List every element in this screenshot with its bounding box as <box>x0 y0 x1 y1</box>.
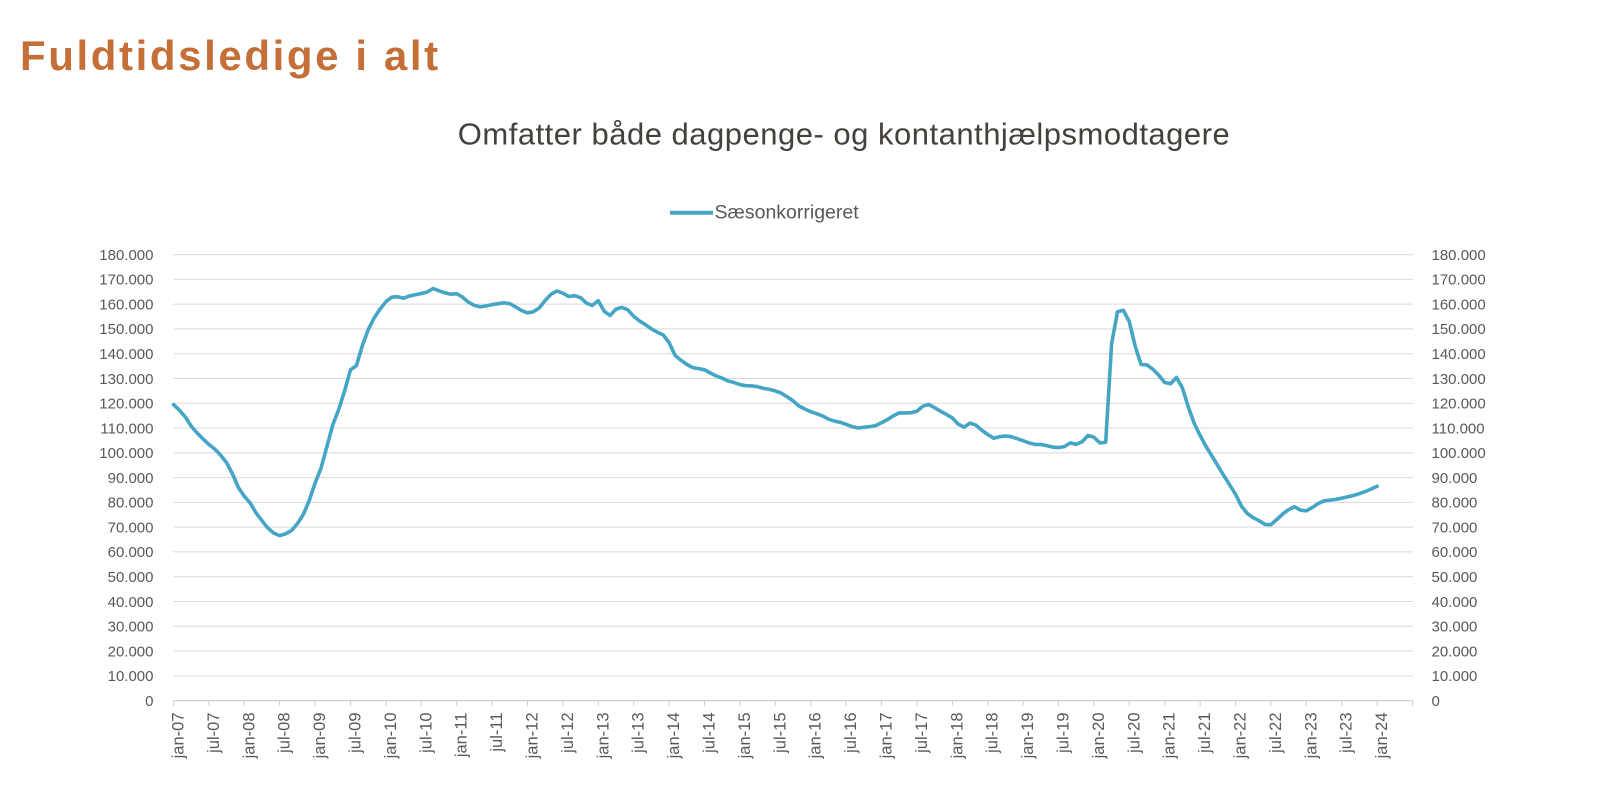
svg-text:jul-17: jul-17 <box>913 713 931 754</box>
svg-text:140.000: 140.000 <box>99 346 153 363</box>
svg-text:jul-16: jul-16 <box>842 713 860 754</box>
svg-text:jul-09: jul-09 <box>347 713 365 754</box>
svg-text:50.000: 50.000 <box>108 569 154 586</box>
svg-text:jul-07: jul-07 <box>205 713 223 754</box>
svg-text:10.000: 10.000 <box>1432 668 1478 685</box>
svg-text:160.000: 160.000 <box>1432 297 1486 314</box>
svg-text:jul-15: jul-15 <box>771 713 789 754</box>
svg-text:jan-10: jan-10 <box>382 713 400 760</box>
svg-text:0: 0 <box>1432 693 1440 710</box>
svg-text:jan-22: jan-22 <box>1232 713 1250 760</box>
svg-text:130.000: 130.000 <box>1432 371 1486 388</box>
svg-text:jan-21: jan-21 <box>1161 713 1179 760</box>
svg-text:160.000: 160.000 <box>99 297 153 314</box>
svg-text:50.000: 50.000 <box>1432 569 1478 586</box>
svg-text:150.000: 150.000 <box>99 321 153 338</box>
svg-text:jan-19: jan-19 <box>1019 713 1037 760</box>
svg-text:jan-20: jan-20 <box>1090 713 1108 760</box>
svg-text:20.000: 20.000 <box>108 643 154 660</box>
svg-text:Sæsonkorrigeret: Sæsonkorrigeret <box>715 202 860 224</box>
svg-text:jul-20: jul-20 <box>1125 713 1143 754</box>
svg-text:30.000: 30.000 <box>108 619 154 636</box>
svg-text:jul-14: jul-14 <box>701 713 719 754</box>
svg-text:150.000: 150.000 <box>1432 321 1486 338</box>
svg-text:90.000: 90.000 <box>108 470 154 487</box>
svg-text:jan-09: jan-09 <box>311 713 329 760</box>
svg-text:40.000: 40.000 <box>108 594 154 611</box>
svg-text:Omfatter både dagpenge- og kon: Omfatter både dagpenge- og kontanthjælps… <box>458 117 1230 152</box>
svg-text:Fuldtidsledige i alt: Fuldtidsledige i alt <box>20 32 441 79</box>
svg-text:jul-12: jul-12 <box>559 713 577 754</box>
svg-text:jan-12: jan-12 <box>524 713 542 760</box>
svg-text:jan-24: jan-24 <box>1373 713 1391 760</box>
svg-text:jan-11: jan-11 <box>453 713 471 759</box>
svg-text:20.000: 20.000 <box>1432 643 1478 660</box>
svg-text:60.000: 60.000 <box>108 544 154 561</box>
svg-text:jul-13: jul-13 <box>630 713 648 754</box>
svg-text:10.000: 10.000 <box>108 668 154 685</box>
svg-text:jul-21: jul-21 <box>1196 713 1214 754</box>
svg-text:170.000: 170.000 <box>1432 272 1486 289</box>
svg-text:jan-13: jan-13 <box>594 713 612 760</box>
svg-text:jan-08: jan-08 <box>240 713 258 760</box>
svg-text:30.000: 30.000 <box>1432 619 1478 636</box>
svg-text:jan-16: jan-16 <box>807 713 825 760</box>
svg-text:jul-22: jul-22 <box>1267 713 1285 754</box>
svg-text:120.000: 120.000 <box>1432 396 1486 413</box>
svg-text:0: 0 <box>145 693 153 710</box>
svg-text:100.000: 100.000 <box>99 445 153 462</box>
svg-text:180.000: 180.000 <box>1432 247 1486 264</box>
svg-text:90.000: 90.000 <box>1432 470 1478 487</box>
svg-text:180.000: 180.000 <box>99 247 153 264</box>
svg-text:jan-18: jan-18 <box>948 713 966 760</box>
svg-text:jan-15: jan-15 <box>736 713 754 760</box>
svg-text:80.000: 80.000 <box>108 495 154 512</box>
svg-text:60.000: 60.000 <box>1432 544 1478 561</box>
svg-text:jul-19: jul-19 <box>1055 713 1073 754</box>
svg-text:40.000: 40.000 <box>1432 594 1478 611</box>
svg-text:jan-17: jan-17 <box>878 713 896 760</box>
svg-text:130.000: 130.000 <box>99 371 153 388</box>
svg-text:80.000: 80.000 <box>1432 495 1478 512</box>
svg-text:jul-23: jul-23 <box>1338 713 1356 754</box>
svg-text:jul-18: jul-18 <box>984 713 1002 754</box>
svg-text:110.000: 110.000 <box>1432 420 1485 437</box>
svg-text:jul-11: jul-11 <box>488 713 506 753</box>
svg-text:jul-08: jul-08 <box>276 713 294 754</box>
svg-text:120.000: 120.000 <box>99 396 153 413</box>
svg-text:170.000: 170.000 <box>99 272 153 289</box>
svg-text:jan-23: jan-23 <box>1302 713 1320 760</box>
svg-text:70.000: 70.000 <box>1432 520 1478 537</box>
svg-text:jan-07: jan-07 <box>170 713 188 760</box>
svg-text:jan-14: jan-14 <box>665 713 683 760</box>
svg-text:140.000: 140.000 <box>1432 346 1486 363</box>
svg-text:100.000: 100.000 <box>1432 445 1486 462</box>
svg-text:jul-10: jul-10 <box>417 713 435 754</box>
svg-text:110.000: 110.000 <box>100 420 153 437</box>
svg-text:70.000: 70.000 <box>108 520 154 537</box>
